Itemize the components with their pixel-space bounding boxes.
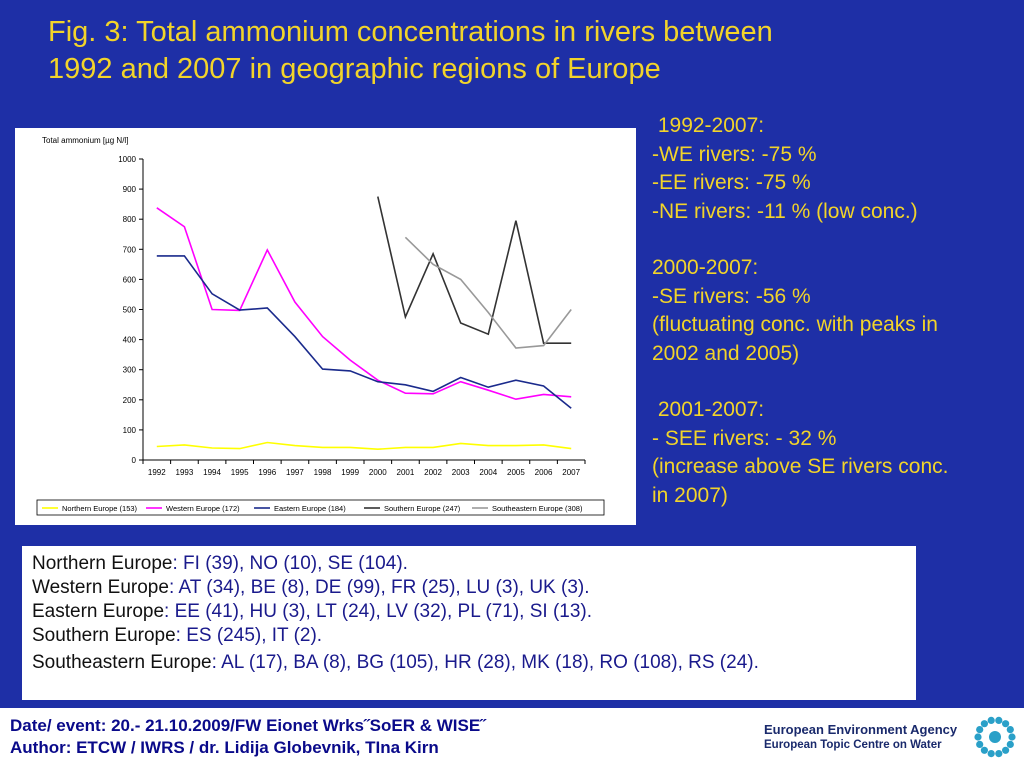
eea-logo-text: European Environment Agency European Top… <box>764 722 957 752</box>
x-tick-label: 2004 <box>479 468 497 477</box>
logo-petal <box>987 750 995 758</box>
x-tick-label: 2005 <box>507 468 525 477</box>
logo-petal <box>1002 720 1010 728</box>
logo-petal <box>974 733 982 741</box>
note-see-increase: (increase above SE rivers conc. <box>652 455 949 478</box>
x-tick-label: 1997 <box>286 468 304 477</box>
logo-petal <box>995 750 1003 758</box>
chart-legend: Northern Europe (153) Western Europe (172… <box>36 499 605 516</box>
y-tick-label: 900 <box>123 185 137 194</box>
chart-series <box>156 196 572 451</box>
legend-label: Southeastern Europe (308) <box>492 504 583 513</box>
series-2 <box>156 255 572 409</box>
series-line <box>156 255 572 409</box>
footer-credits: Date/ event: 20.- 21.10.2009/FW Eionet W… <box>10 715 486 759</box>
y-tick-label: 700 <box>123 245 137 254</box>
x-tick-label: 1998 <box>314 468 332 477</box>
eea-agency-name: European Environment Agency <box>764 722 958 737</box>
title-line-1: Fig. 3: Total ammonium concentrations in… <box>48 16 773 48</box>
region-eastern: Eastern Europe: EE (41), HU (3), LT (24)… <box>32 601 593 622</box>
series-line <box>377 196 572 344</box>
y-tick-label: 300 <box>123 366 137 375</box>
series-0 <box>156 441 572 451</box>
x-tick-label: 2007 <box>562 468 580 477</box>
x-tick-label: 1995 <box>231 468 249 477</box>
x-tick-label: 1994 <box>203 468 221 477</box>
x-tick-label: 1996 <box>258 468 276 477</box>
note-period-2000-2007: 2000-2007: <box>652 256 759 279</box>
logo-petal <box>976 726 984 734</box>
y-tick-label: 600 <box>123 275 137 284</box>
logo-petal <box>1006 740 1014 748</box>
legend-label: Western Europe (172) <box>166 504 240 513</box>
legend-frame <box>36 499 605 516</box>
y-tick-label: 400 <box>123 336 137 345</box>
slide-title: Fig. 3: Total ammonium concentrations in… <box>48 14 948 88</box>
legend-label: Northern Europe (153) <box>62 504 138 513</box>
note-see-year: in 2007) <box>652 483 728 507</box>
chart-panel: Total ammonium [µg N/l] 0 100 200 300 400 500… <box>15 128 636 525</box>
y-tick-label: 0 <box>132 456 137 465</box>
legend-label: Southern Europe (247) <box>384 504 461 513</box>
note-period-1992-2007: 1992-2007: <box>652 114 765 137</box>
x-tick-label: 2006 <box>535 468 553 477</box>
note-se-rivers: -SE rivers: -56 % <box>652 284 811 308</box>
x-tick-label: 2002 <box>424 468 442 477</box>
logo-petal <box>1006 726 1014 734</box>
logo-petal <box>987 716 995 724</box>
footer: Date/ event: 20.- 21.10.2009/FW Eionet W… <box>0 708 1024 768</box>
note-see-rivers: - SEE rivers: - 32 % <box>652 426 837 450</box>
logo-petal <box>1008 733 1016 741</box>
x-tick-label: 2003 <box>452 468 470 477</box>
x-tick-label: 2000 <box>369 468 387 477</box>
x-tick-label: 2001 <box>397 468 415 477</box>
region-definitions: Northern Europe: FI (39), NO (10), SE (1… <box>22 546 916 700</box>
series-line <box>156 207 572 401</box>
series-1 <box>156 207 572 401</box>
note-se-peaks: 2002 and 2005) <box>652 341 800 365</box>
footer-event: Date/ event: 20.- 21.10.2009/FW Eionet W… <box>10 716 486 735</box>
note-we-rivers: -WE rivers: -75 % <box>652 142 817 166</box>
y-tick-label: 100 <box>123 426 137 435</box>
y-tick-label: 200 <box>123 396 137 405</box>
series-3 <box>377 196 572 344</box>
logo-petal <box>995 716 1003 724</box>
series-line <box>156 441 572 451</box>
y-axis-label: Total ammonium [µg N/l] <box>42 136 128 145</box>
note-period-2001-2007: 2001-2007: <box>652 398 765 421</box>
x-tick-label: 1999 <box>341 468 359 477</box>
y-tick-label: 800 <box>123 215 137 224</box>
logo-petal <box>980 720 988 728</box>
x-tick-label: 1992 <box>148 468 166 477</box>
logo-petal <box>976 740 984 748</box>
legend-label: Eastern Europe (184) <box>274 504 346 513</box>
y-tick-label: 1000 <box>118 155 136 164</box>
series-line <box>404 236 572 349</box>
note-ne-rivers: -NE rivers: -11 % (low conc.) <box>652 199 918 223</box>
region-northern: Northern Europe: FI (39), NO (10), SE (1… <box>32 553 408 574</box>
eea-logo-icon <box>974 716 1016 758</box>
region-western: Western Europe: AT (34), BE (8), DE (99)… <box>32 577 590 598</box>
title-line-2: 1992 and 2007 in geographic regions of E… <box>48 53 661 85</box>
etc-water-name: European Topic Centre on Water <box>764 739 942 751</box>
note-ee-rivers: -EE rivers: -75 % <box>652 171 811 194</box>
logo-petal <box>980 746 988 754</box>
series-4 <box>404 236 572 349</box>
trend-notes: 1992-2007: -WE rivers: -75 % -EE rivers:… <box>652 112 1022 510</box>
logo-petal <box>1002 746 1010 754</box>
x-tick-label: 1993 <box>176 468 194 477</box>
region-southern: Southern Europe: ES (245), IT (2). <box>32 625 323 646</box>
y-tick-label: 500 <box>123 306 137 315</box>
note-se-fluctuation: (fluctuating conc. with peaks in <box>652 313 938 336</box>
ammonium-line-chart: Total ammonium [µg N/l] 0 100 200 300 400 500… <box>36 136 605 516</box>
region-southeastern: Southeastern Europe: AL (17), BA (8), BG… <box>32 652 759 673</box>
footer-author: Author: ETCW / IWRS / dr. Lidija Globevn… <box>10 738 439 757</box>
chart-axes: 0 100 200 300 400 500 600 700 800 900 1000 1992 1993… <box>118 155 586 477</box>
